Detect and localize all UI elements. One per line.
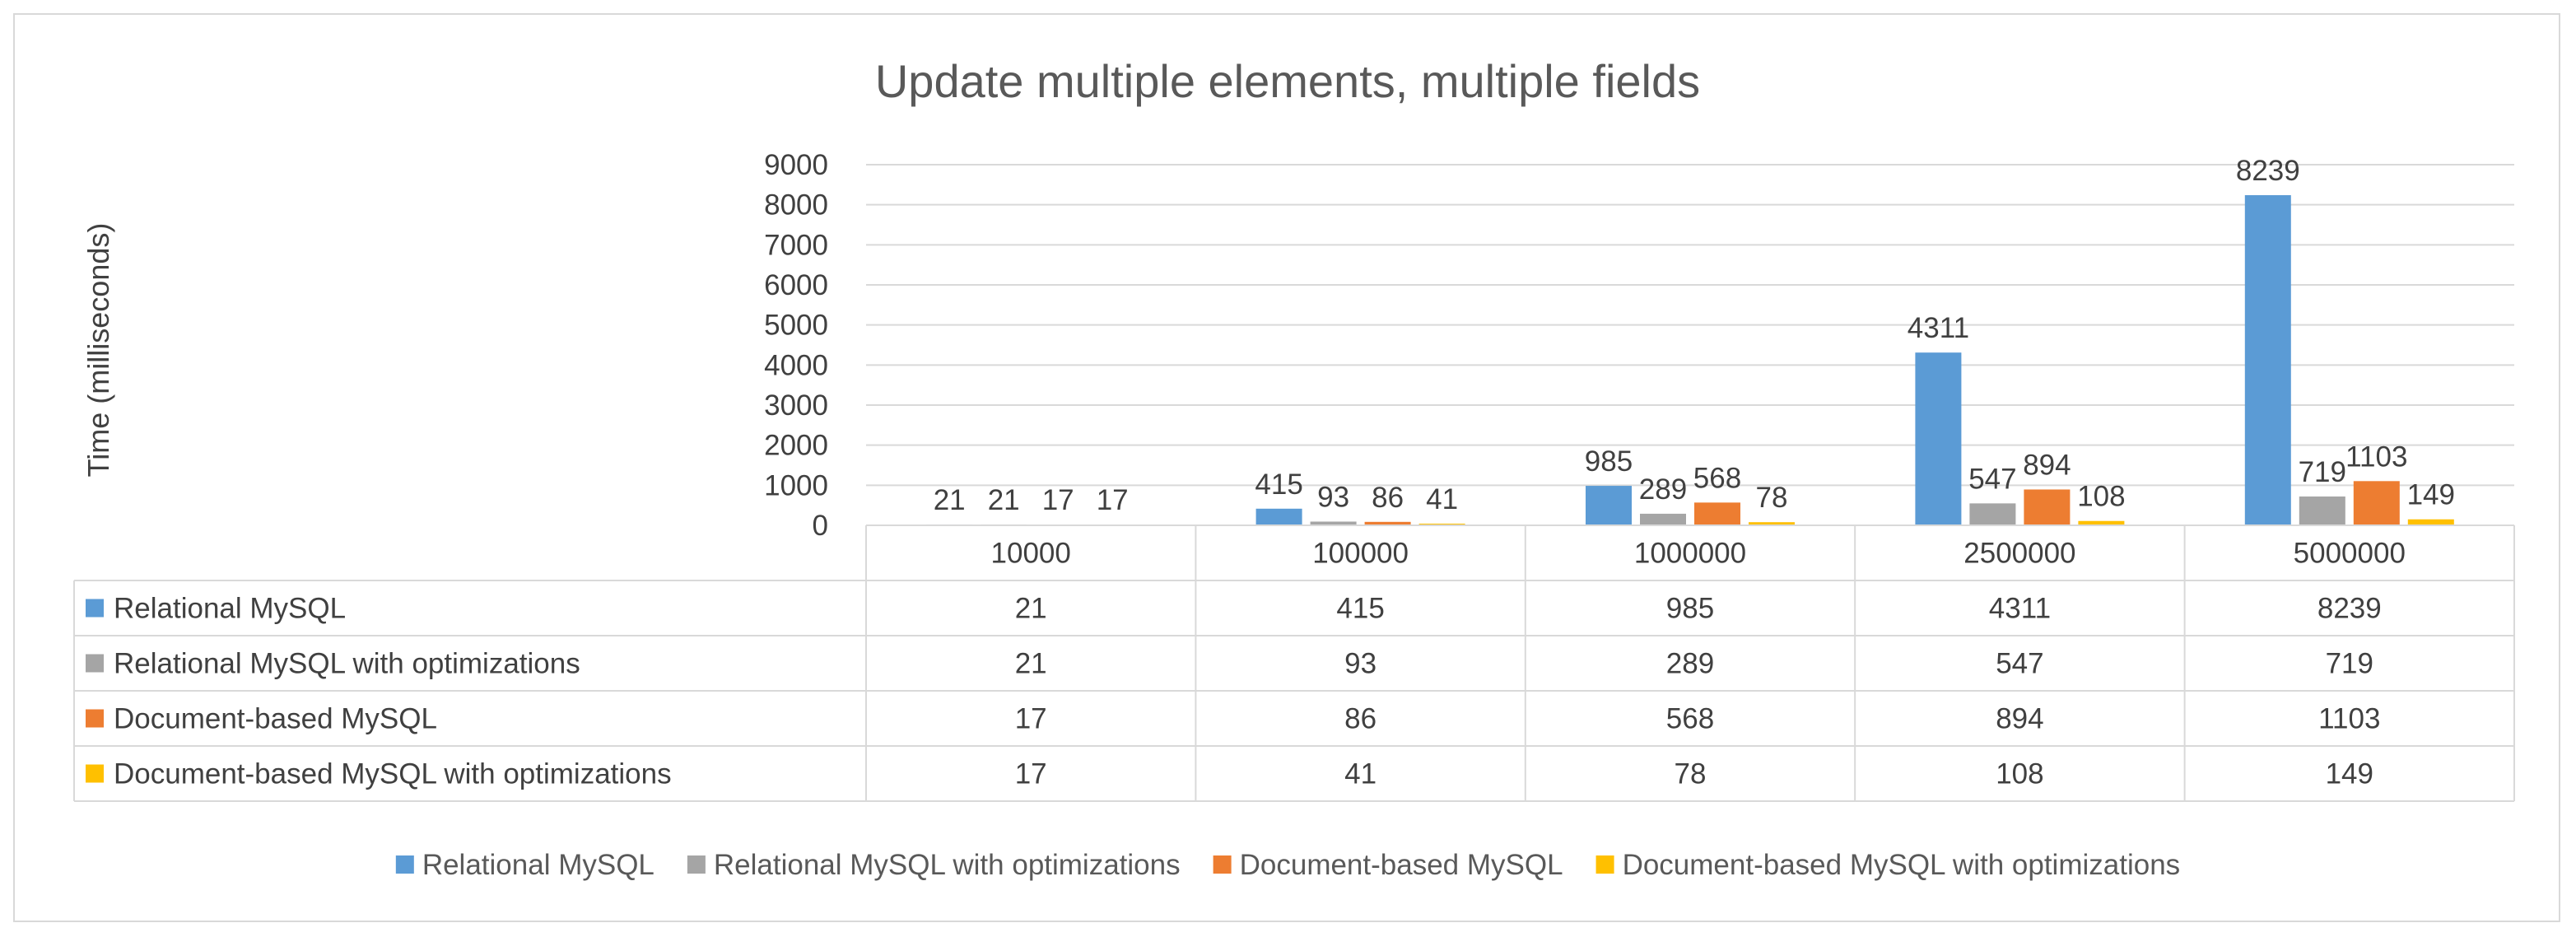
series-swatch	[86, 765, 104, 783]
bar	[1694, 502, 1740, 525]
table-cell: 415	[1336, 593, 1384, 625]
y-tick-label: 6000	[764, 269, 828, 301]
table-cell: 4311	[1989, 593, 2051, 625]
bar	[1256, 509, 1302, 525]
table-cell: 985	[1666, 593, 1714, 625]
data-table: 10000 100000 1000000 2500000 5000000 Relation…	[74, 525, 2514, 801]
legend-label: Relational MySQL	[422, 849, 654, 881]
table-cell: 719	[2326, 648, 2373, 680]
table-cell: 547	[1996, 648, 2043, 680]
data-label: 568	[1693, 462, 1741, 494]
legend: Relational MySQL Relational MySQL with op…	[396, 849, 2180, 881]
data-label: 93	[1317, 481, 1349, 513]
bar	[1969, 503, 2015, 525]
data-label: 17	[1097, 484, 1129, 516]
bar	[2245, 195, 2291, 525]
y-tick-label: 4000	[764, 349, 828, 381]
data-label: 86	[1372, 482, 1404, 514]
data-label: 547	[1968, 463, 2016, 495]
series-swatch	[86, 655, 104, 673]
table-cell: 78	[1675, 758, 1707, 790]
data-label: 894	[2023, 449, 2071, 481]
y-tick-label: 9000	[764, 149, 828, 181]
data-label: 719	[2299, 456, 2346, 488]
table-cell: 86	[1344, 703, 1377, 735]
table-cell: 289	[1666, 648, 1714, 680]
series-name: Document-based MySQL	[114, 703, 437, 735]
data-label: 1103	[2345, 441, 2407, 473]
legend-label: Document-based MySQL	[1240, 849, 1563, 881]
y-tick-label: 7000	[764, 229, 828, 261]
table-cell: 93	[1344, 648, 1377, 680]
bar	[1640, 514, 1686, 525]
series-swatch	[86, 710, 104, 728]
series-name: Relational MySQL with optimizations	[114, 648, 580, 680]
table-cell: 41	[1344, 758, 1377, 790]
legend-swatch	[1596, 855, 1614, 874]
table-cell: 108	[1996, 758, 2043, 790]
category-label: 100000	[1312, 538, 1409, 570]
table-cell: 21	[1015, 593, 1047, 625]
series-name: Document-based MySQL with optimizations	[114, 758, 672, 790]
table-cell: 17	[1015, 758, 1047, 790]
y-axis-ticks: 0 1000 2000 3000 4000 5000 6000 7000 8000 9000	[764, 149, 828, 542]
data-label: 21	[934, 484, 966, 516]
table-cell: 894	[1996, 703, 2043, 735]
legend-swatch	[1213, 855, 1232, 874]
category-label: 5000000	[2294, 538, 2406, 570]
bar	[2354, 481, 2400, 525]
data-label: 17	[1042, 484, 1074, 516]
category-label: 10000	[991, 538, 1071, 570]
bar	[1915, 352, 1961, 525]
y-tick-label: 5000	[764, 310, 828, 342]
bar	[2408, 520, 2454, 525]
y-tick-label: 0	[813, 510, 828, 542]
legend-swatch	[396, 855, 414, 874]
table-cell: 21	[1015, 648, 1047, 680]
data-label: 4311	[1908, 312, 1969, 344]
series-swatch	[86, 599, 104, 618]
data-label: 149	[2407, 479, 2455, 511]
data-label: 108	[2077, 481, 2125, 513]
legend-swatch	[687, 855, 706, 874]
y-tick-label: 3000	[764, 389, 828, 422]
data-label: 289	[1639, 473, 1687, 506]
bar-chart: Update multiple elements, multiple field…	[0, 0, 2576, 937]
category-label: 1000000	[1634, 538, 1746, 570]
data-label: 985	[1585, 445, 1633, 478]
table-cell: 8239	[2317, 593, 2382, 625]
data-label: 8239	[2236, 155, 2300, 187]
y-tick-label: 2000	[764, 430, 828, 462]
bar	[2299, 496, 2345, 525]
y-tick-label: 1000	[764, 469, 828, 501]
table-cell: 568	[1666, 703, 1714, 735]
legend-label: Relational MySQL with optimizations	[714, 849, 1181, 881]
table-cell: 149	[2326, 758, 2373, 790]
category-label: 2500000	[1963, 538, 2075, 570]
table-cell: 17	[1015, 703, 1047, 735]
data-label: 78	[1756, 482, 1788, 514]
data-label: 21	[988, 484, 1020, 516]
bar	[1586, 486, 1632, 525]
y-axis-label: Time (milliseconds)	[82, 223, 115, 478]
y-tick-label: 8000	[764, 189, 828, 221]
data-label: 41	[1426, 483, 1458, 515]
table-cell: 1103	[2318, 703, 2380, 735]
data-label: 415	[1255, 468, 1302, 501]
series-name: Relational MySQL	[114, 593, 346, 625]
bar	[2024, 489, 2070, 525]
legend-label: Document-based MySQL with optimizations	[1623, 849, 2181, 881]
chart-title: Update multiple elements, multiple field…	[875, 55, 1700, 107]
